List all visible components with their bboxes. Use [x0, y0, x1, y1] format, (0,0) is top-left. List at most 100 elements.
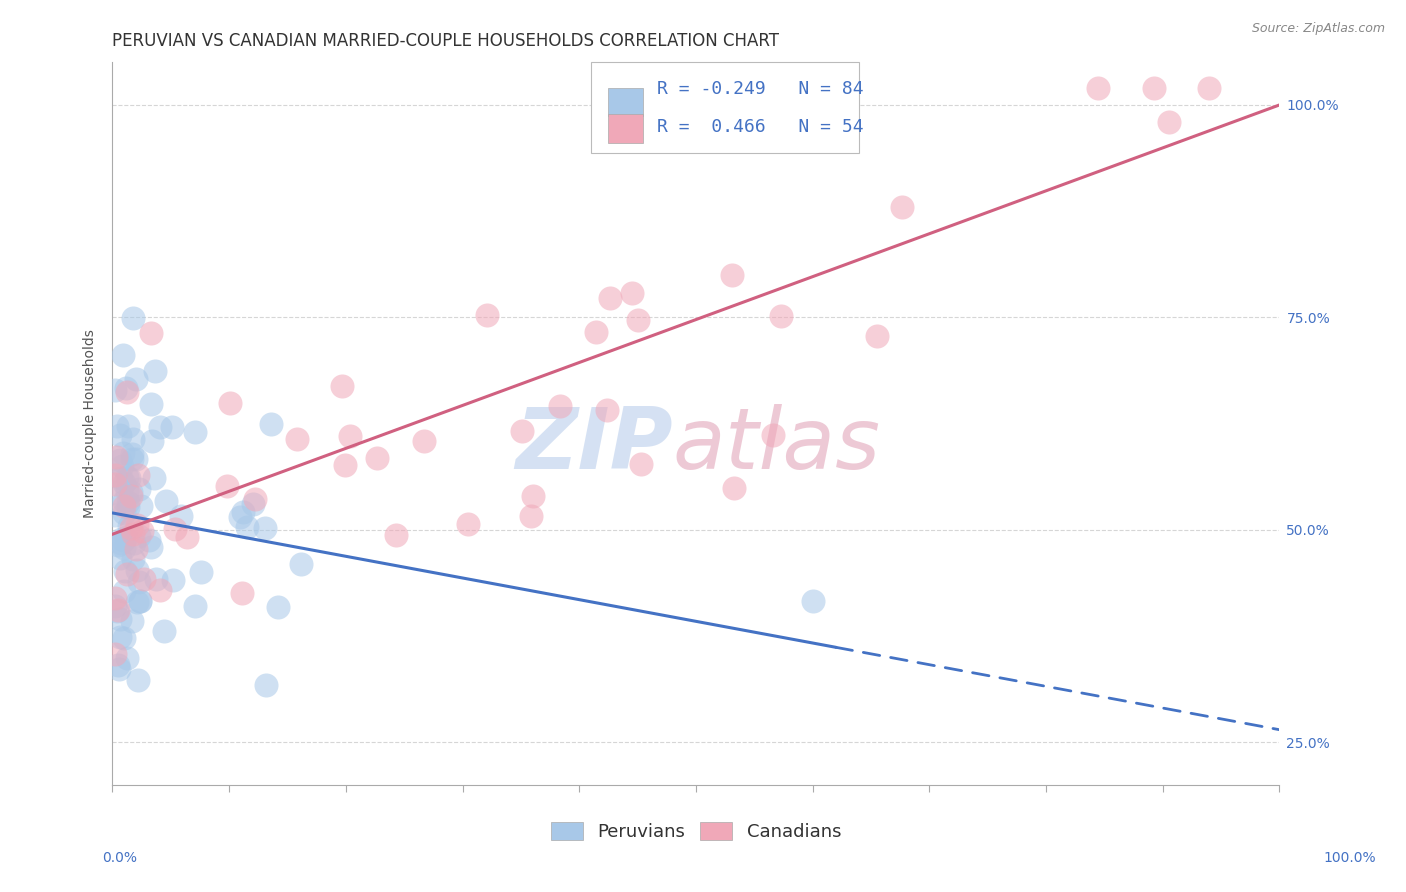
Point — [104, 599, 127, 614]
Point — [627, 312, 650, 326]
Point — [184, 425, 207, 440]
Point — [141, 541, 163, 555]
Point — [115, 530, 138, 544]
Point — [121, 527, 143, 541]
Point — [190, 565, 212, 579]
Point — [120, 484, 142, 499]
Point — [866, 329, 889, 343]
Point — [548, 400, 571, 414]
Point — [520, 509, 543, 524]
Point — [128, 574, 150, 589]
Point — [285, 432, 308, 446]
Point — [107, 538, 129, 552]
Point — [127, 517, 149, 532]
Point — [143, 364, 166, 378]
Point — [122, 311, 145, 326]
Point — [104, 384, 127, 398]
Legend: Peruvians, Canadians: Peruvians, Canadians — [543, 814, 849, 848]
Point — [104, 508, 127, 523]
Point — [117, 384, 139, 399]
Point — [112, 348, 135, 362]
Point — [621, 285, 644, 300]
Point — [121, 614, 143, 628]
Point — [120, 521, 142, 535]
Point — [122, 551, 145, 566]
Point — [105, 418, 128, 433]
Point — [115, 470, 138, 484]
Point — [110, 532, 132, 546]
Point — [232, 505, 254, 519]
Point — [115, 381, 138, 395]
Point — [599, 291, 621, 305]
Point — [723, 482, 745, 496]
Point — [585, 325, 607, 339]
Text: R =  0.466   N = 54: R = 0.466 N = 54 — [658, 118, 865, 136]
Text: R = -0.249   N = 84: R = -0.249 N = 84 — [658, 80, 865, 98]
Point — [112, 494, 135, 508]
Point — [475, 308, 498, 322]
Point — [218, 396, 240, 410]
Point — [1157, 115, 1180, 129]
Point — [104, 477, 127, 491]
Point — [125, 594, 148, 608]
Y-axis label: Married-couple Households: Married-couple Households — [83, 329, 97, 518]
Point — [148, 419, 170, 434]
Point — [104, 450, 127, 464]
Point — [254, 678, 277, 692]
Point — [165, 522, 187, 536]
Point — [236, 520, 259, 534]
Point — [801, 593, 824, 607]
Point — [104, 591, 127, 605]
Point — [412, 434, 434, 448]
Point — [596, 403, 619, 417]
Point — [125, 541, 148, 556]
Point — [128, 529, 150, 543]
Point — [125, 452, 148, 467]
Point — [115, 566, 138, 581]
Point — [118, 471, 141, 485]
Point — [108, 452, 131, 467]
Point — [122, 535, 145, 549]
Point — [153, 624, 176, 638]
Point — [115, 651, 138, 665]
Point — [139, 326, 162, 340]
Point — [1087, 81, 1109, 95]
Point — [176, 530, 198, 544]
Point — [121, 447, 143, 461]
Point — [112, 506, 135, 520]
Point — [142, 471, 165, 485]
Point — [1198, 81, 1220, 95]
Point — [111, 446, 134, 460]
Bar — [609, 114, 644, 143]
Point — [522, 489, 544, 503]
Point — [184, 599, 207, 614]
Point — [138, 533, 160, 548]
Point — [330, 378, 353, 392]
Point — [108, 550, 131, 565]
Point — [215, 479, 238, 493]
Point — [162, 574, 184, 588]
Point — [253, 521, 276, 535]
Point — [229, 510, 252, 524]
Point — [242, 497, 264, 511]
Point — [120, 489, 142, 503]
Point — [125, 372, 148, 386]
Point — [128, 594, 150, 608]
Point — [385, 528, 408, 542]
Point — [267, 599, 290, 614]
Point — [112, 533, 135, 548]
Point — [155, 494, 177, 508]
Point — [630, 458, 652, 472]
Point — [110, 612, 132, 626]
Text: atlas: atlas — [672, 404, 880, 487]
Point — [104, 647, 127, 661]
Point — [117, 500, 139, 514]
Point — [107, 662, 129, 676]
Point — [112, 584, 135, 599]
Point — [231, 586, 253, 600]
Point — [112, 631, 135, 645]
Point — [170, 508, 193, 523]
Point — [117, 418, 139, 433]
Point — [111, 458, 134, 473]
Point — [290, 558, 312, 572]
